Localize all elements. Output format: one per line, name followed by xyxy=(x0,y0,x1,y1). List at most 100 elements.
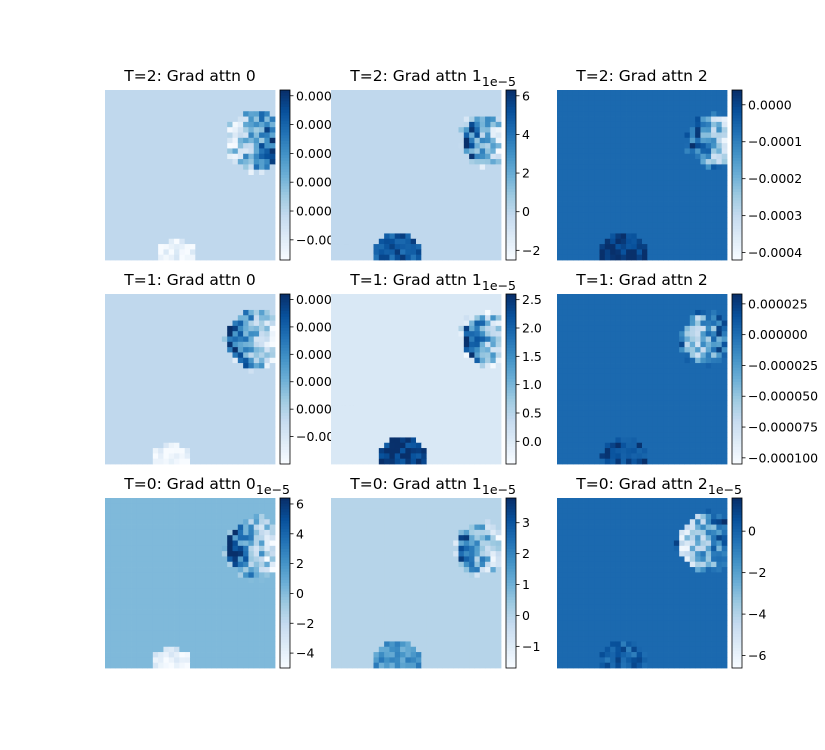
heatmap-cell xyxy=(163,400,170,406)
heatmap-cell xyxy=(394,111,401,117)
heatmap-cell xyxy=(243,244,249,250)
heatmap-cell xyxy=(453,331,459,337)
heatmap-cell xyxy=(615,153,622,160)
heatmap-cell xyxy=(131,111,138,117)
heatmap-cell xyxy=(227,320,233,327)
heatmap-cell xyxy=(190,127,196,133)
heatmap-cell xyxy=(357,148,364,155)
heatmap-cell xyxy=(458,206,465,213)
heatmap-cell xyxy=(243,453,249,460)
colorbar-segment xyxy=(732,228,742,233)
heatmap-cell xyxy=(126,363,132,369)
heatmap-cell xyxy=(689,206,696,213)
heatmap-cell xyxy=(631,212,638,218)
heatmap-cell xyxy=(142,384,148,391)
heatmap-cell xyxy=(604,100,611,107)
heatmap-cell xyxy=(673,169,680,176)
heatmap-cell xyxy=(253,325,260,332)
heatmap-cell xyxy=(416,206,422,213)
heatmap-cell xyxy=(362,222,369,229)
heatmap-cell xyxy=(469,217,475,224)
heatmap-cell xyxy=(216,148,223,155)
heatmap-cell xyxy=(163,116,170,123)
heatmap-cell xyxy=(400,105,406,112)
heatmap-cell xyxy=(105,159,111,165)
heatmap-cell xyxy=(567,169,574,176)
heatmap-cell xyxy=(195,400,202,406)
heatmap-cell xyxy=(410,320,417,327)
heatmap-cell xyxy=(152,116,159,123)
heatmap-cell xyxy=(216,201,223,208)
heatmap-cell xyxy=(631,254,638,261)
heatmap-cell xyxy=(373,357,380,364)
heatmap-cell xyxy=(211,320,217,327)
heatmap-cell xyxy=(700,116,707,123)
heatmap-cell xyxy=(232,368,239,375)
heatmap-cell xyxy=(400,143,406,149)
heatmap-cell xyxy=(248,201,255,208)
heatmap-cell xyxy=(679,212,685,218)
heatmap-cell xyxy=(583,127,590,133)
heatmap-cell xyxy=(405,121,412,128)
heatmap-cell xyxy=(211,95,217,102)
colorbar-segment xyxy=(280,435,290,439)
heatmap-cell xyxy=(490,111,497,117)
heatmap-cell xyxy=(269,368,276,375)
heatmap-cell xyxy=(232,238,239,245)
heatmap-cell xyxy=(578,159,584,165)
heatmap-cell xyxy=(416,352,422,359)
heatmap-cell xyxy=(463,347,470,353)
heatmap-cell xyxy=(631,222,638,229)
heatmap-cell xyxy=(657,159,664,165)
heatmap-cell xyxy=(679,201,685,208)
heatmap-cell xyxy=(426,153,433,160)
heatmap-cell xyxy=(168,180,175,187)
heatmap-cell xyxy=(437,212,443,218)
heatmap-cell xyxy=(216,169,223,176)
heatmap-cell xyxy=(142,325,148,332)
heatmap-cell xyxy=(105,368,111,375)
heatmap-cell xyxy=(269,121,276,128)
colorbar-segment xyxy=(506,245,516,250)
heatmap-cell xyxy=(458,373,465,380)
heatmap-cell xyxy=(594,217,600,224)
heatmap-cell xyxy=(485,347,491,353)
heatmap-cell xyxy=(264,206,271,213)
heatmap-cell xyxy=(647,196,654,202)
heatmap-cell xyxy=(142,410,148,417)
colorbar-segment xyxy=(732,192,742,196)
heatmap-cell xyxy=(248,249,255,256)
heatmap-cell xyxy=(384,320,390,327)
heatmap-cell xyxy=(562,196,569,202)
heatmap-cell xyxy=(394,304,401,311)
heatmap-cell xyxy=(237,320,244,327)
colorbar-segment xyxy=(280,109,290,114)
heatmap-cell xyxy=(179,105,186,112)
heatmap-cell xyxy=(416,336,422,343)
heatmap-cell xyxy=(158,448,164,454)
heatmap-cell xyxy=(195,249,202,256)
heatmap-cell xyxy=(336,228,343,234)
heatmap-cell xyxy=(346,111,353,117)
heatmap-cell xyxy=(588,169,595,176)
heatmap-cell xyxy=(163,448,170,454)
heatmap-cell xyxy=(378,143,385,149)
heatmap-cell xyxy=(190,121,196,128)
heatmap-cell xyxy=(200,432,207,438)
heatmap-cell xyxy=(336,389,343,396)
heatmap-cell xyxy=(479,159,486,165)
heatmap-cell xyxy=(405,238,412,245)
heatmap-cell xyxy=(362,352,369,359)
heatmap-cell xyxy=(190,206,196,213)
heatmap-cell xyxy=(604,180,611,187)
heatmap-cell xyxy=(578,254,584,261)
heatmap-cell xyxy=(362,325,369,332)
heatmap-cell xyxy=(437,116,443,123)
heatmap-cell xyxy=(416,116,422,123)
heatmap-cell xyxy=(620,105,627,112)
heatmap-cell xyxy=(610,233,616,240)
heatmap-cell xyxy=(458,320,465,327)
heatmap-cell xyxy=(490,143,497,149)
heatmap-cell xyxy=(705,111,712,117)
heatmap-cell xyxy=(216,217,223,224)
